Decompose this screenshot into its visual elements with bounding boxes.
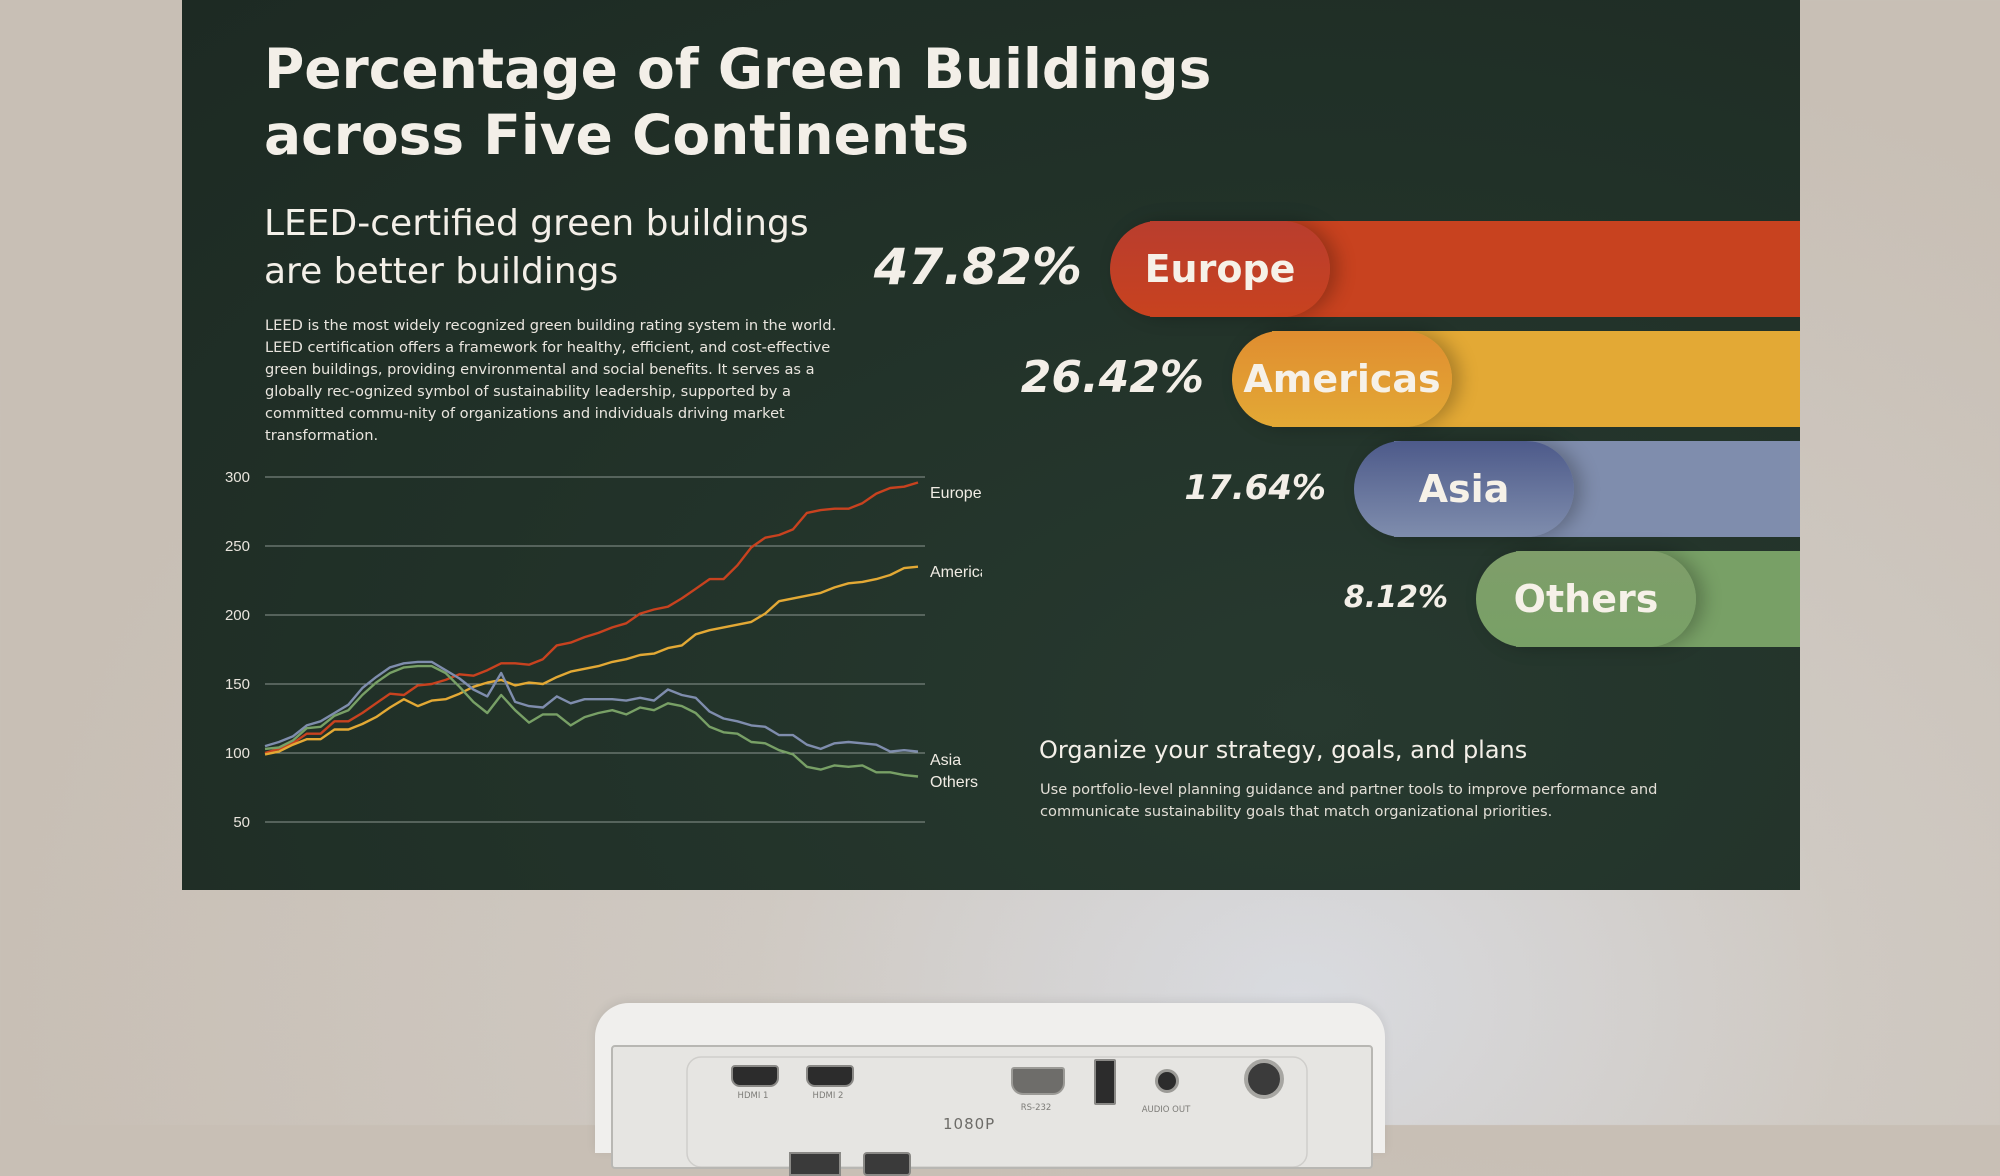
bar-label-americas: Americas [1232, 331, 1452, 427]
series-line-others [264, 664, 919, 778]
hdmi1-label: HDMI 1 [737, 1091, 769, 1101]
value-label-americas: 26.42% [1020, 351, 1204, 403]
strategy-heading: Organize your strategy, goals, and plans [1039, 736, 1528, 764]
projected-screen: Percentage of Green Buildings across Fiv… [182, 0, 1800, 890]
usb-port [1094, 1059, 1116, 1105]
bar-label-others: Others [1476, 551, 1696, 647]
y-tick-label: 250 [225, 538, 250, 555]
hdmi2-label: HDMI 2 [812, 1091, 844, 1101]
y-tick-label: 150 [225, 676, 250, 693]
value-label-asia: 17.64% [1184, 467, 1326, 508]
rs232-port [1011, 1067, 1065, 1095]
series-line-americas [264, 565, 919, 756]
usb-port [863, 1152, 911, 1176]
hdmi-port [731, 1065, 779, 1087]
strategy-text: Use portfolio-level planning guidance an… [1040, 781, 1658, 820]
y-tick-label: 300 [225, 469, 250, 486]
io-panel-outline [686, 1056, 1308, 1167]
bar-label-europe: Europe [1110, 221, 1330, 317]
io-panel: HDMI 1 HDMI 2 RS-232 AUDIO OUT 1080P [611, 1045, 1373, 1176]
series-label-americas: Americas [930, 564, 982, 581]
audio-out-label: AUDIO OUT [1141, 1105, 1191, 1115]
value-label-europe: 47.82% [873, 238, 1082, 296]
series-label-asia: Asia [930, 752, 961, 769]
projector-device: HDMI 1 HDMI 2 RS-232 AUDIO OUT 1080P [595, 1003, 1385, 1176]
series-label-others: Others [930, 774, 978, 791]
model-label: 1080P [943, 1115, 996, 1133]
description: LEED is the most widely recognized green… [265, 317, 837, 444]
value-label-others: 8.12% [1343, 580, 1448, 616]
rs232-label: RS-232 [1020, 1103, 1052, 1113]
subtitle: LEED-certified green buildings are bette… [264, 203, 809, 292]
hdmi-port [806, 1065, 854, 1087]
bar-label-asia: Asia [1354, 441, 1574, 537]
y-tick-label: 50 [233, 814, 250, 831]
series-label-europe: Europe [930, 485, 982, 502]
line-chart: 50 100 150 200 250 300 Europe Americas Asia Other… [225, 469, 982, 831]
lan-port [789, 1152, 841, 1176]
series-line-asia [264, 660, 919, 753]
series-line-europe [264, 481, 919, 755]
page-title: Percentage of Green Buildings across Fiv… [264, 37, 1212, 167]
y-tick-label: 100 [225, 745, 250, 762]
power-jack [1244, 1059, 1284, 1099]
audio-jack [1155, 1069, 1179, 1093]
y-tick-label: 200 [225, 607, 250, 624]
